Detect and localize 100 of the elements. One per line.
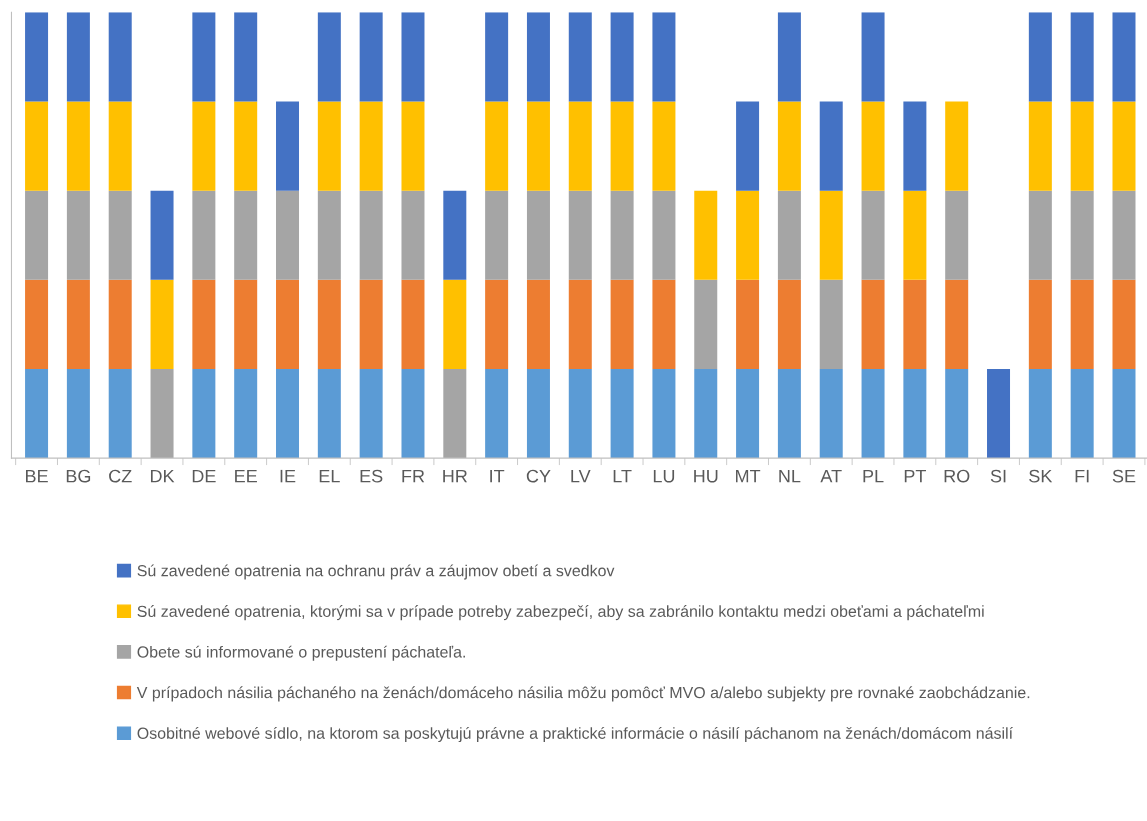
bar (694, 368, 718, 459)
bar (903, 368, 927, 459)
bar (1112, 368, 1136, 459)
bar (945, 279, 969, 369)
bar (1070, 368, 1094, 459)
bar (485, 190, 509, 280)
bar (234, 101, 258, 191)
bar (25, 368, 49, 459)
x-tick-label: SI (990, 469, 1006, 483)
x-tick-label: LU (653, 469, 675, 483)
bar (861, 190, 885, 280)
bar (819, 190, 843, 280)
bar (861, 101, 885, 191)
bar (443, 368, 467, 459)
x-tick-label: AT (820, 469, 842, 483)
bar (317, 101, 341, 191)
bar (945, 190, 969, 280)
x-tick-label: DE (192, 469, 216, 483)
bar (652, 12, 676, 102)
bar (610, 101, 634, 191)
x-tick-label: LV (571, 469, 591, 483)
x-tick-label: RO (944, 469, 970, 483)
bar (485, 12, 509, 102)
x-tick-label: SK (1029, 469, 1053, 483)
bar (108, 368, 132, 459)
bar (568, 368, 592, 459)
bar (526, 190, 550, 280)
bar (66, 190, 90, 280)
bar (610, 279, 634, 369)
bar (401, 279, 425, 369)
bar (192, 279, 216, 369)
bar (192, 101, 216, 191)
bar (66, 12, 90, 102)
bar (108, 190, 132, 280)
bar (276, 101, 300, 191)
bar (568, 279, 592, 369)
x-tick-label: BE (26, 469, 48, 483)
bar (276, 279, 300, 369)
bar (108, 12, 132, 102)
bar (1028, 101, 1052, 191)
bar (150, 368, 174, 459)
bar (317, 279, 341, 369)
bar (485, 101, 509, 191)
x-tick-label: FI (1075, 469, 1089, 483)
bar (66, 101, 90, 191)
bar (359, 279, 383, 369)
bar (192, 190, 216, 280)
legend-label: Sú zavedené opatrenia na ochranu práv a záujmov obetí a svedkov (137, 564, 615, 580)
x-tick-label: EL (319, 469, 340, 483)
bar (736, 279, 760, 369)
bar (652, 368, 676, 459)
bar (276, 368, 300, 459)
bar (1028, 368, 1052, 459)
bar (359, 368, 383, 459)
bar (777, 12, 801, 102)
bar (652, 190, 676, 280)
bar (234, 190, 258, 280)
bar (777, 190, 801, 280)
bar (359, 190, 383, 280)
legend-label: V prípadoch násilia páchaného na ženách/domáceho násilia môžu pomôcť MVO a/alebo subjekty pre rovnaké zaobchádzanie. (136, 686, 1030, 702)
bar (66, 279, 90, 369)
bar (443, 190, 467, 280)
bar (568, 101, 592, 191)
legend-label: Osobitné webové sídlo, na ktorom sa poskytujú právne a praktické informácie o násilí páchanom na ženách/domácom násilí (137, 726, 1013, 743)
bar (234, 279, 258, 369)
bar (108, 101, 132, 191)
bar (777, 101, 801, 191)
bar (25, 279, 49, 369)
bar (903, 279, 927, 369)
bar (192, 12, 216, 102)
bar (777, 279, 801, 369)
bar (736, 101, 760, 191)
bar (485, 279, 509, 369)
bar (903, 190, 927, 280)
x-tick-label: MT (736, 469, 761, 483)
bar (25, 101, 49, 191)
bar (903, 101, 927, 191)
bar (317, 190, 341, 280)
bar (526, 368, 550, 459)
x-tick-label: BG (66, 469, 91, 483)
bar (317, 368, 341, 459)
bar (861, 368, 885, 459)
bar (359, 101, 383, 191)
x-tick-label: EE (235, 469, 257, 483)
bar (25, 12, 49, 102)
bar (526, 101, 550, 191)
bar (66, 368, 90, 459)
x-tick-label: IE (280, 469, 296, 483)
bar (652, 101, 676, 191)
bar (359, 12, 383, 102)
bar (401, 101, 425, 191)
bar (108, 279, 132, 369)
bar (568, 190, 592, 280)
bar (819, 279, 843, 369)
x-tick-label: LT (613, 469, 632, 483)
bar (987, 368, 1011, 459)
bar (1112, 12, 1136, 102)
bar (401, 12, 425, 102)
bar (610, 12, 634, 102)
bar (1028, 279, 1052, 369)
